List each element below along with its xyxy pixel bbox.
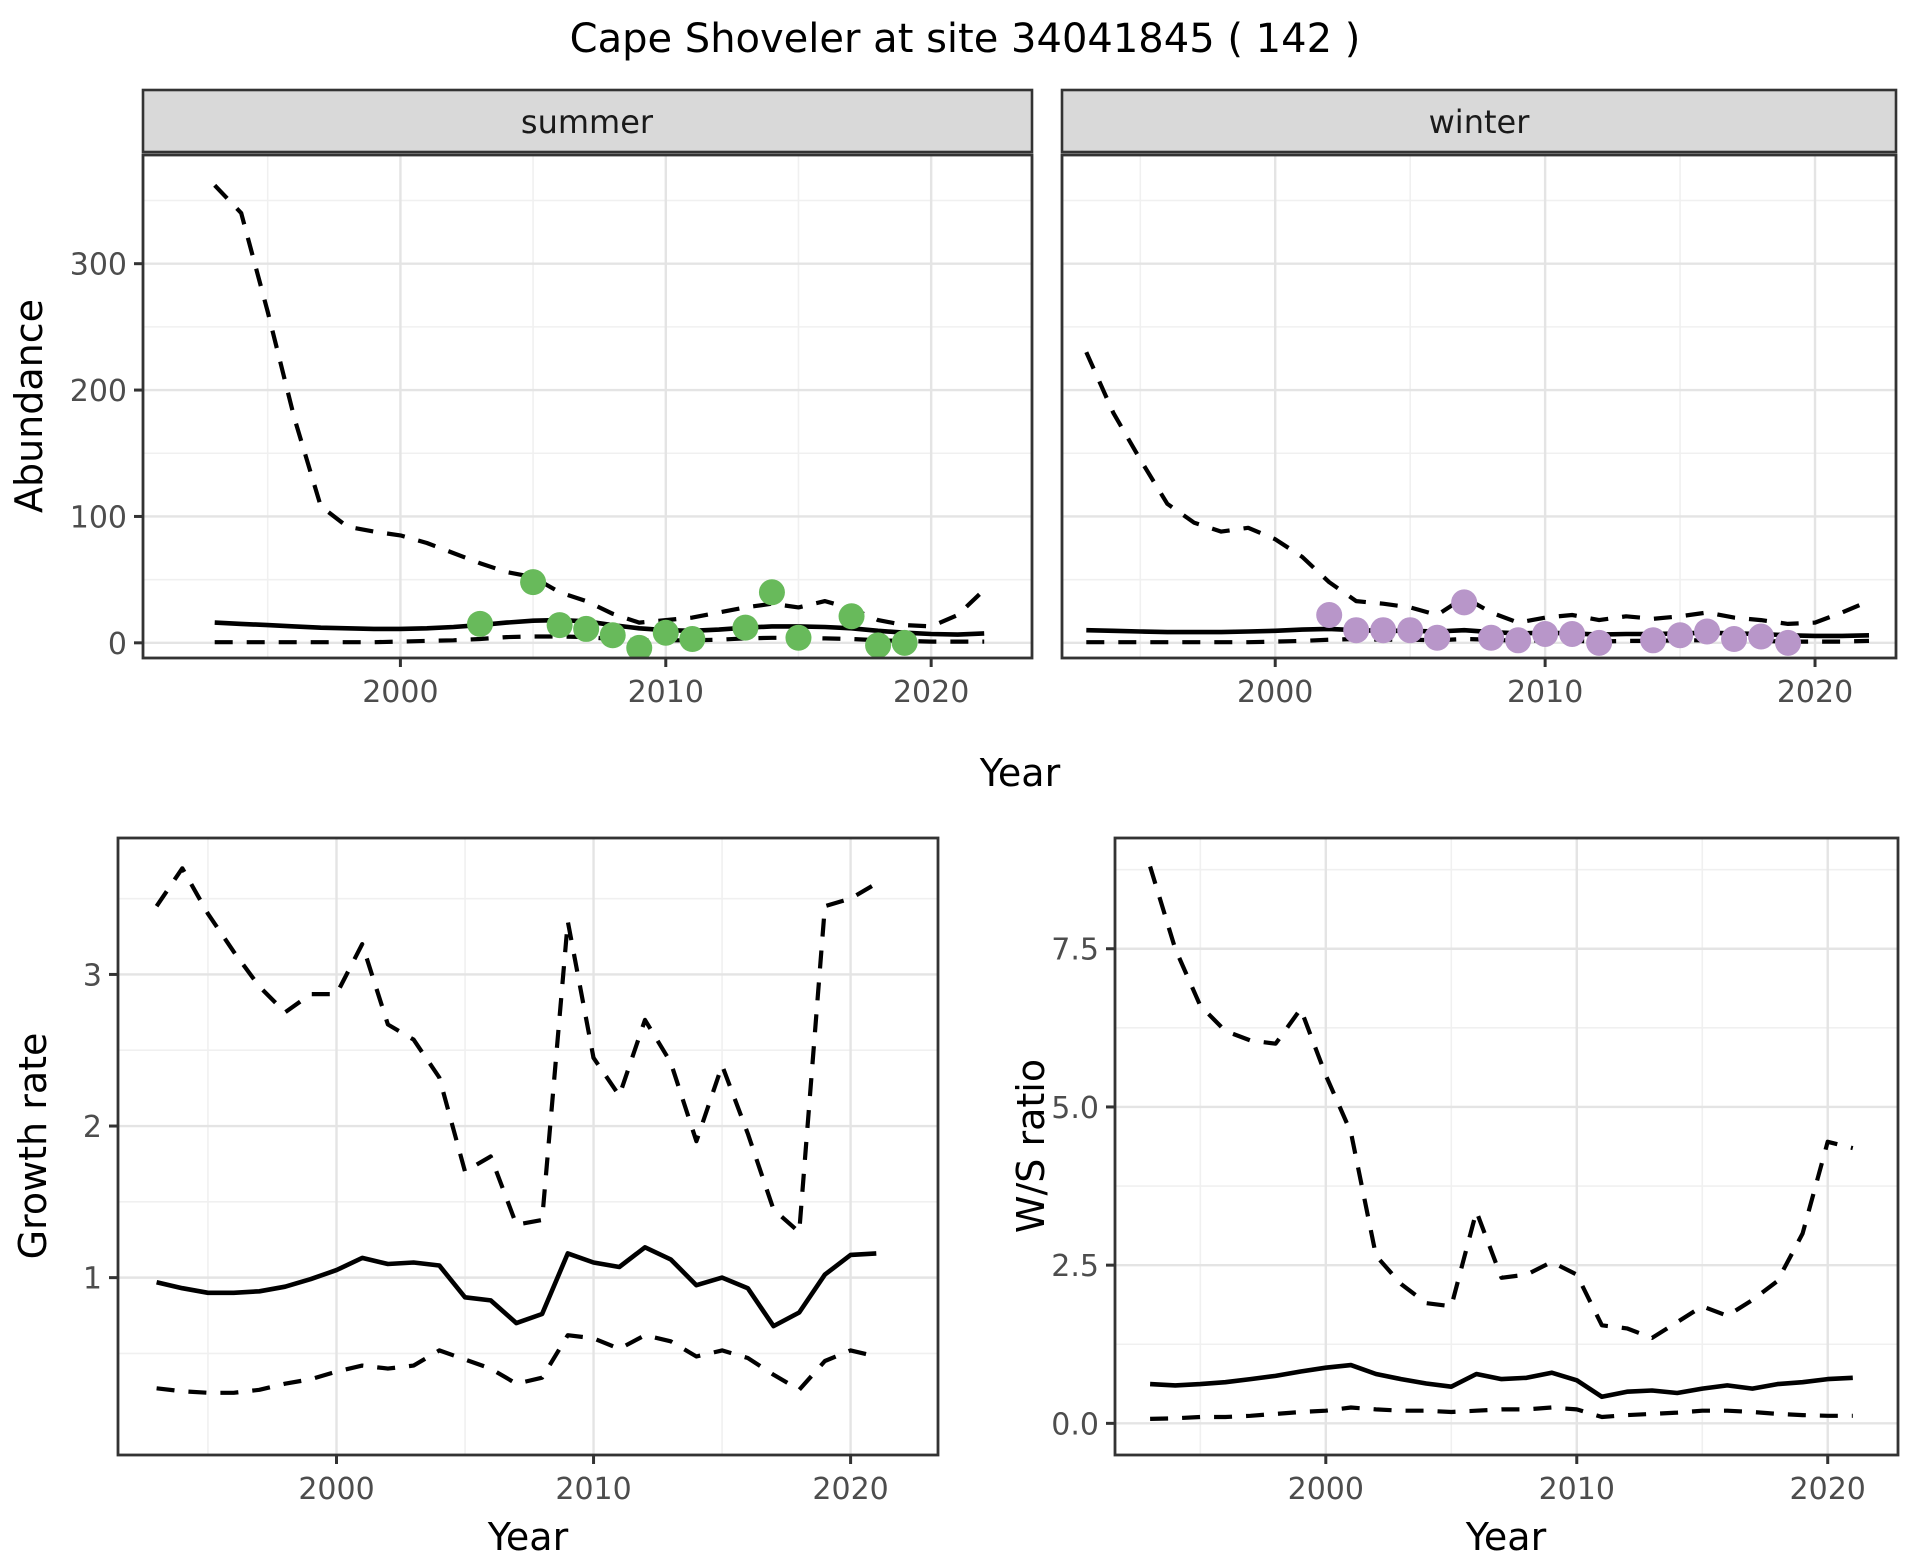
winter-observations-point [1478,624,1505,651]
facet-strip-label-winter: winter [1429,103,1531,141]
winter-observations-point [1640,627,1667,654]
x-tick-label: 2010 [1539,1472,1615,1507]
summer-observations-point [679,626,706,653]
x-tick-label: 2000 [362,675,438,710]
ws-x-axis-title: Year [1465,1515,1547,1559]
y-tick-label: 0 [108,627,127,662]
lower_ci-line [214,634,985,645]
winter-observations-point [1694,618,1721,645]
x-tick-label: 2020 [1790,1472,1866,1507]
facet-strip [141,88,1034,154]
lower_ci-line [156,1333,877,1395]
winter-observations-point [1424,624,1451,651]
x-tick-label: 2000 [298,1472,374,1507]
series-group [1084,351,1870,656]
y-tick-label: 5.0 [1051,1091,1099,1126]
summer-observations-point [520,569,547,596]
winter-observations-point [1316,602,1343,629]
y-tick-label: 7.5 [1051,933,1099,968]
series-group [213,183,986,658]
winter-observations-point [1532,620,1559,647]
summer-observations-point [467,610,494,637]
summer-observations-point [573,615,600,642]
summer-observations-point [865,632,892,658]
growth-x-axis-title: Year [487,1515,569,1559]
summer-observations-point [732,614,759,641]
winter-observations-point [1397,617,1424,644]
panel-border [1113,836,1900,1457]
median-line [214,617,985,637]
panel-background [143,155,1032,658]
winter-observations-point [1370,617,1397,644]
panel-growth-rate: 2000 2010 2020 1 2 3 [83,836,940,1507]
top-x-axis-title: Year [979,751,1061,795]
panel-background [118,838,938,1455]
panel-border [141,153,1034,660]
winter-observations-point [1505,627,1532,654]
series-group [154,866,878,1395]
x-tick-label: 2010 [628,675,704,710]
x-tick-label: 2010 [1507,675,1583,710]
series-group [1148,865,1854,1421]
y-tick-label: 1 [83,1262,102,1297]
panel-summer: 2000 2010 2020 0 100 200 300 [70,88,1034,710]
panel-border [1060,153,1898,660]
median-line [156,1245,877,1329]
x-tick-label: 2000 [1237,675,1313,710]
page-title: Cape Shoveler at site 34041845 ( 142 ) [570,16,1361,62]
winter-observations-point [1667,622,1694,649]
abundance-axis-title: Abundance [7,299,51,513]
y-tick-label: 0.0 [1051,1407,1099,1442]
x-tick-label: 2020 [893,675,969,710]
summer-observations-point [785,624,812,651]
upper_ci-line [1084,351,1870,627]
x-tick-label: 2000 [1288,1472,1364,1507]
winter-observations-point [1721,626,1748,653]
panel-w-s-ratio: 2000 2010 2020 0.0 2.5 5.0 7.5 [1051,836,1900,1507]
y-tick-label: 2.5 [1051,1249,1099,1284]
y-tick-label: 300 [70,248,127,283]
summer-observations-point [652,619,679,646]
winter-observations-point [1775,629,1802,656]
lower_ci-line [1150,1405,1853,1421]
ws-ratio-axis-title: W/S ratio [1009,1059,1053,1233]
facet-strip [1060,88,1898,154]
winter-observations-point [1748,623,1775,650]
winter-observations-point [1343,617,1370,644]
upper_ci-line [1148,865,1854,1341]
summer-observations-point [891,629,918,656]
y-tick-label: 200 [70,374,127,409]
winter-observations-point [1559,620,1586,647]
x-tick-label: 2010 [555,1472,631,1507]
y-tick-label: 3 [83,958,102,993]
summer-observations-point [599,622,626,649]
panel-winter: 2000 2010 2020 [1060,88,1898,710]
winter-observations-point [1451,589,1478,616]
y-tick-label: 100 [70,500,127,535]
y-tick-label: 2 [83,1110,102,1145]
summer-observations-point [758,579,785,606]
winter-observations-point [1586,629,1613,656]
summer-observations-point [626,634,653,658]
panel-background [1115,838,1898,1455]
x-tick-label: 2020 [812,1472,888,1507]
panel-background [1062,155,1896,658]
summer-observations-point [838,603,865,630]
summer-observations-point [546,612,573,639]
panel-border [116,836,940,1457]
growth-rate-axis-title: Growth rate [11,1033,55,1260]
x-tick-label: 2020 [1777,675,1853,710]
facet-strip-label-summer: summer [521,103,654,141]
median-line [1149,1362,1853,1400]
